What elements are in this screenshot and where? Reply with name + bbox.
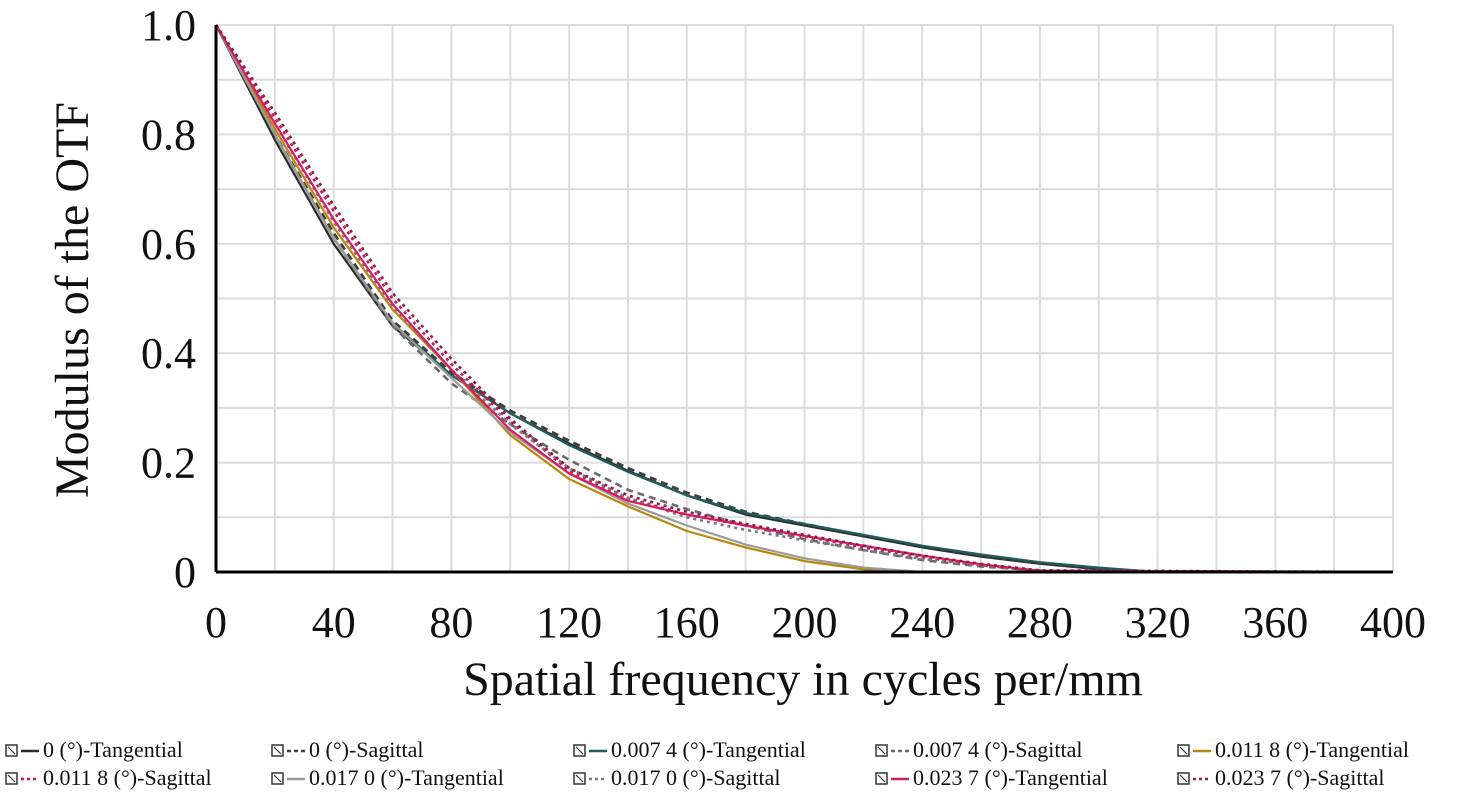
legend-label: 0.011 8 (°)-Sagittal <box>43 765 212 790</box>
y-tick-label: 0.2 <box>141 439 196 488</box>
legend-label: 0.023 7 (°)-Tangential <box>913 765 1108 790</box>
legend-check-mark <box>1179 774 1188 783</box>
grid <box>215 24 1394 573</box>
series-line-5 <box>215 24 1393 574</box>
x-tick-label: 360 <box>1242 598 1308 647</box>
x-tick-label: 320 <box>1125 598 1191 647</box>
legend-label: 0.023 7 (°)-Sagittal <box>1215 765 1385 790</box>
y-tick-label: 0.6 <box>141 220 196 269</box>
legend-check-mark <box>575 774 584 783</box>
legend-check-mark <box>273 774 282 783</box>
x-tick-label: 80 <box>429 598 473 647</box>
y-tick-label: 1.0 <box>141 1 196 50</box>
legend-label: 0.011 8 (°)-Tangential <box>1215 737 1409 762</box>
legend-check-mark <box>273 746 282 755</box>
y-tick-label: 0.4 <box>141 329 196 378</box>
x-tick-label: 40 <box>312 598 356 647</box>
x-tick-label: 240 <box>889 598 955 647</box>
legend-label: 0 (°)-Sagittal <box>309 737 424 762</box>
x-tick-label: 120 <box>536 598 602 647</box>
x-tick-label: 280 <box>1007 598 1073 647</box>
x-tick-label: 400 <box>1360 598 1426 647</box>
series-line-7 <box>215 24 1393 574</box>
y-tick-label: 0 <box>174 548 196 597</box>
legend-check-mark <box>1179 746 1188 755</box>
y-axis-title: Modulus of the OTF <box>46 102 99 498</box>
legend-check-mark <box>7 746 16 755</box>
legend-label: 0 (°)-Tangential <box>43 737 183 762</box>
x-axis-title: Spatial frequency in cycles per/mm <box>463 653 1143 706</box>
x-tick-label: 160 <box>654 598 720 647</box>
legend-label: 0.017 0 (°)-Tangential <box>309 765 504 790</box>
legend-label: 0.017 0 (°)-Sagittal <box>611 765 781 790</box>
legend: 0 (°)-Tangential 0 (°)-Sagittal 0.007 4 (°… <box>5 737 1409 790</box>
series-lines <box>214 24 1394 574</box>
series-line-9 <box>215 24 1394 574</box>
x-tick-label: 200 <box>772 598 838 647</box>
legend-check-mark <box>7 774 16 783</box>
series-line-8 <box>214 24 1394 574</box>
legend-label: 0.007 4 (°)-Tangential <box>611 737 806 762</box>
legend-label: 0.007 4 (°)-Sagittal <box>913 737 1083 762</box>
series-line-6 <box>214 24 1394 574</box>
axes <box>214 25 1393 574</box>
legend-check-mark <box>877 774 886 783</box>
x-tick-label: 0 <box>205 598 227 647</box>
tick-labels: 0 40 80 120 160 200 240 280 320 360 400 0 0.2 0.4 0.6 0… <box>141 1 1426 647</box>
y-tick-label: 0.8 <box>141 110 196 159</box>
legend-check-mark <box>575 746 584 755</box>
series-line-10 <box>214 24 1394 574</box>
legend-check-mark <box>877 746 886 755</box>
